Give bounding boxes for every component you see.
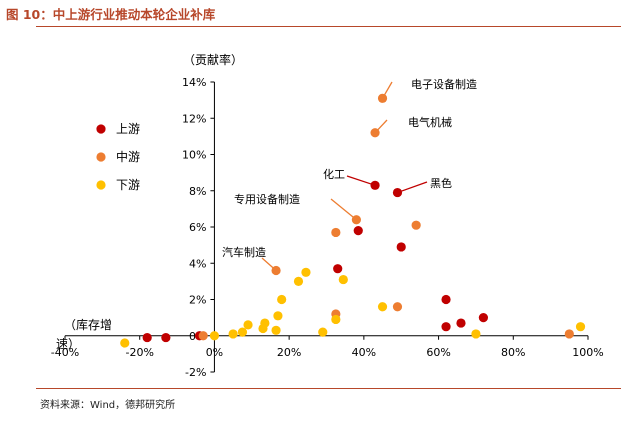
downstream-point xyxy=(271,325,281,335)
header-divider xyxy=(36,26,621,27)
x-tick-label: -20% xyxy=(126,346,154,359)
y-tick-label: 8% xyxy=(189,185,206,198)
y-tick-label: -2% xyxy=(185,366,206,379)
downstream-point xyxy=(120,338,130,348)
upstream-point xyxy=(441,294,451,305)
midstream-point xyxy=(392,302,403,312)
downstream-point xyxy=(209,331,220,341)
downstream-point xyxy=(575,322,586,332)
source-note: 资料来源：Wind，德邦研究所 xyxy=(40,400,176,411)
downstream-point xyxy=(338,274,348,285)
x-tick-label: 80% xyxy=(501,346,525,359)
y-tick-label: 12% xyxy=(182,112,206,125)
y-tick-label: 4% xyxy=(189,257,206,270)
annotation-label: 专用设备制造 xyxy=(234,192,300,206)
downstream-point xyxy=(471,329,481,339)
downstream-point xyxy=(318,327,328,337)
upstream-point xyxy=(478,313,488,323)
legend-upstream-marker xyxy=(96,124,106,134)
annotation-label: 电气机械 xyxy=(408,115,452,129)
legend-downstream-marker xyxy=(96,180,106,190)
annotation-leader xyxy=(397,181,428,194)
downstream-point xyxy=(237,327,248,337)
x-tick-label: -40% xyxy=(51,346,79,359)
midstream-point xyxy=(198,331,208,341)
x-axis-label: （库存增速） xyxy=(56,317,112,351)
downstream-point xyxy=(260,318,270,328)
legend-upstream-label: 上游 xyxy=(116,122,140,136)
chart-points xyxy=(120,93,586,348)
annotation-label: 汽车制造 xyxy=(222,245,266,259)
midstream-point xyxy=(331,227,341,238)
y-axis-label: （贡献率） xyxy=(183,52,243,67)
legend-midstream-label: 中游 xyxy=(116,149,140,164)
annotation-label: 电子设备制造 xyxy=(411,77,477,91)
y-tick-label: 10% xyxy=(182,149,206,162)
downstream-point xyxy=(277,294,287,305)
downstream-point xyxy=(331,314,341,325)
annotation-label: 黑色 xyxy=(430,176,452,190)
downstream-point xyxy=(273,311,283,321)
upstream-point xyxy=(396,242,406,252)
upstream-point xyxy=(353,226,363,236)
midstream-point xyxy=(370,128,380,138)
upstream-point xyxy=(392,187,403,198)
x-tick-label: 20% xyxy=(277,346,301,359)
midstream-point xyxy=(411,220,421,230)
midstream-point xyxy=(271,265,281,276)
upstream-point xyxy=(142,332,152,343)
x-tick-label: 40% xyxy=(352,346,376,359)
upstream-point xyxy=(161,332,171,343)
upstream-point xyxy=(456,318,466,328)
footer-divider xyxy=(36,388,621,389)
midstream-point xyxy=(564,329,574,339)
y-tick-label: 2% xyxy=(189,294,206,307)
downstream-point xyxy=(293,276,304,286)
y-tick-label: 6% xyxy=(189,221,206,234)
upstream-point xyxy=(441,322,451,332)
midstream-point xyxy=(377,93,388,103)
legend-downstream-label: 下游 xyxy=(116,178,140,192)
upstream-point xyxy=(370,180,380,190)
chart-tick-labels: -40%-20%0%20%40%60%80%100%-2%0%2%4%6%8%1… xyxy=(51,76,604,379)
annotation-leader xyxy=(346,175,376,186)
x-tick-label: 0% xyxy=(206,346,223,359)
annotation-leader xyxy=(330,198,357,221)
downstream-point xyxy=(243,320,253,330)
downstream-point xyxy=(228,329,238,339)
downstream-point xyxy=(301,267,311,277)
figure-title: 图 10：中上游行业推动本轮企业补库 xyxy=(6,7,216,22)
upstream-point xyxy=(333,264,343,274)
annotation-label: 化工 xyxy=(323,167,345,181)
midstream-point xyxy=(351,215,361,225)
x-tick-label: 60% xyxy=(426,346,450,359)
x-tick-label: 100% xyxy=(572,346,603,359)
y-tick-label: 14% xyxy=(182,76,206,89)
chart-axes xyxy=(64,81,589,373)
downstream-point xyxy=(377,302,388,312)
legend-midstream-marker xyxy=(96,152,106,162)
